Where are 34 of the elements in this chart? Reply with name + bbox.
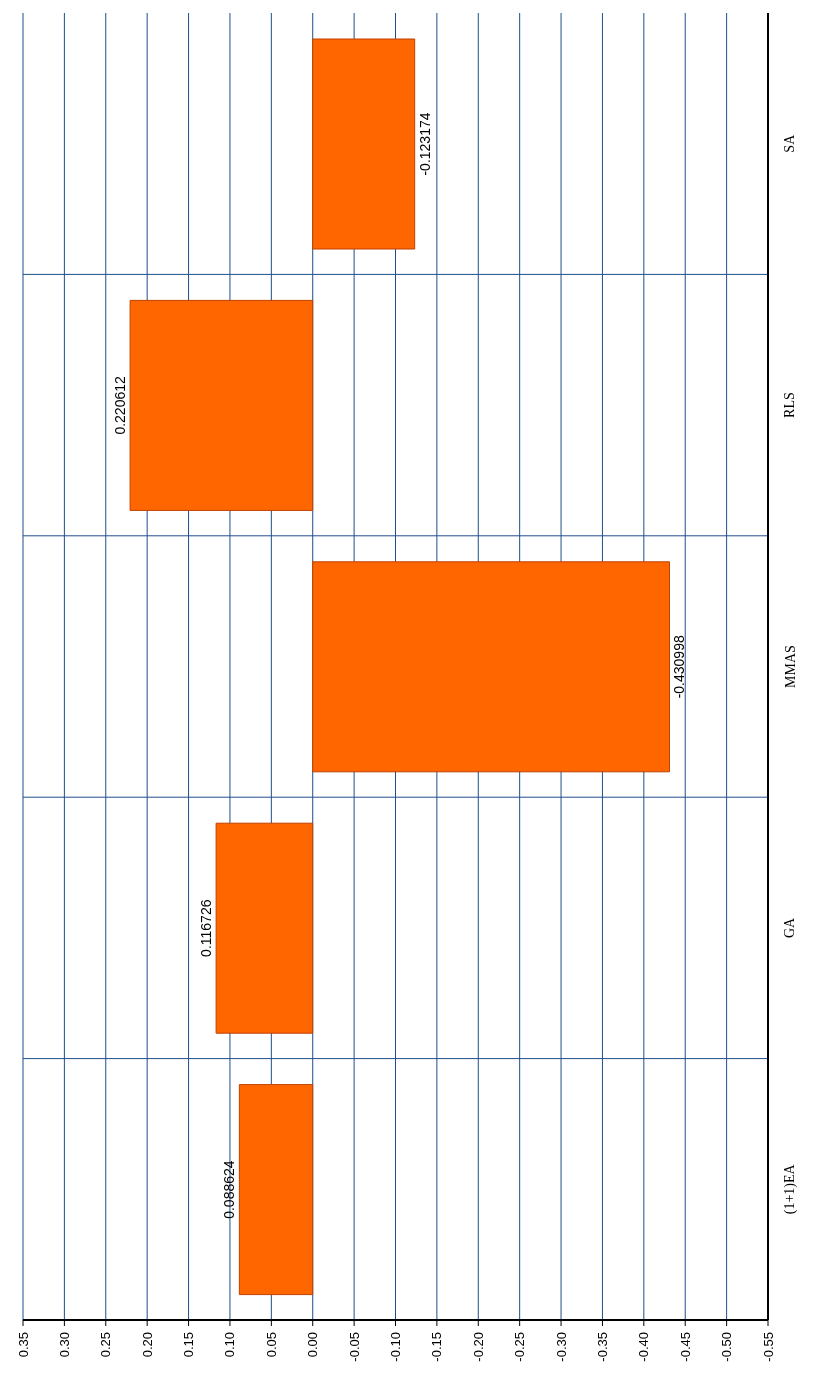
x-tick-label: 0.15 (181, 1332, 197, 1358)
y-tick-label: GA (782, 916, 798, 939)
x-tick-label: -0.20 (470, 1332, 486, 1362)
data-label: -0.123174 (416, 112, 433, 176)
x-tick-label: 0.05 (263, 1332, 279, 1358)
x-tick-label: 0.00 (305, 1332, 321, 1358)
x-tick-label: 0.20 (139, 1332, 155, 1358)
x-tick-label: -0.50 (719, 1332, 735, 1362)
bar (215, 822, 314, 1034)
data-label: 0.116726 (198, 899, 215, 957)
bar (129, 299, 314, 511)
x-tick-label: -0.25 (512, 1332, 528, 1362)
bar (312, 38, 416, 250)
bar (312, 561, 670, 773)
x-tick-label: -0.40 (636, 1332, 652, 1362)
data-label: 0.088624 (221, 1160, 238, 1219)
x-tick-label: -0.15 (429, 1332, 445, 1362)
x-tick-label: 0.35 (15, 1332, 31, 1358)
data-label: 0.220612 (112, 376, 129, 435)
bar (238, 1084, 314, 1296)
x-tick-label: 0.25 (98, 1332, 114, 1358)
y-tick-label: (1+1)EA (782, 1163, 799, 1215)
x-tick-label: -0.55 (760, 1332, 776, 1362)
y-tick-label: SA (782, 133, 798, 153)
x-tick-label: 0.10 (222, 1332, 238, 1358)
y-tick-label: RLS (782, 392, 798, 418)
data-label: -0.430998 (671, 635, 688, 699)
x-tick-label: -0.05 (346, 1332, 362, 1362)
x-tick-label: 0.30 (56, 1332, 72, 1358)
x-tick-label: -0.35 (594, 1332, 610, 1362)
x-tick-label: -0.45 (677, 1332, 693, 1362)
y-tick-label: MMAS (782, 645, 798, 688)
x-tick-label: -0.10 (388, 1332, 403, 1362)
x-tick-label: -0.30 (553, 1332, 569, 1362)
